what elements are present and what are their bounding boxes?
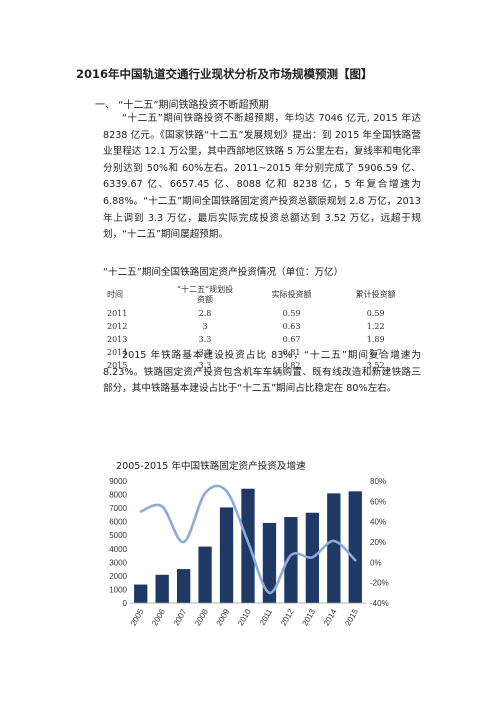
investment-bar bbox=[198, 546, 212, 603]
y-right-tick-label: 40% bbox=[370, 518, 386, 527]
table-title: “十二五”期间全国铁路固定资产投资情况（单位：万亿） bbox=[103, 267, 344, 278]
x-tick-label: 2014 bbox=[322, 607, 339, 627]
x-tick-label: 2011 bbox=[258, 607, 275, 627]
col-header-plan-text: “十二五”规划投资额 bbox=[176, 285, 234, 304]
investment-bar bbox=[284, 517, 298, 603]
investment-bar bbox=[241, 488, 255, 603]
y-right-tick-label: -40% bbox=[370, 599, 389, 608]
table-cell: 0.82 bbox=[282, 361, 301, 370]
y-left-tick-label: 8000 bbox=[109, 491, 127, 500]
table-cell: 0.81 bbox=[282, 348, 301, 357]
y-left-tick-label: 4000 bbox=[109, 545, 127, 554]
x-tick-label: 2007 bbox=[172, 607, 189, 627]
table-row: 2014 3.3 0.81 2.7 bbox=[103, 346, 418, 359]
paragraph-1: “十二五”期间铁路投资不断超预期，年均达 7046 亿元, 2015 年达 82… bbox=[103, 111, 421, 244]
x-tick-label: 2013 bbox=[300, 607, 317, 627]
table-header-row: 时间 “十二五”规划投资额 实际投资额 累计投资额 bbox=[103, 283, 418, 307]
paragraph-2: 2015 年铁路基本建设投资占比 83%，“十二五”期间复合增速为 8.23%。… bbox=[103, 348, 421, 398]
chart-title: 2005-2015 年中国铁路固定资产投资及增速 bbox=[116, 461, 306, 472]
table-row: 2012 3 0.63 1.22 bbox=[103, 320, 418, 333]
table-row: 2011 2.8 0.59 0.59 bbox=[103, 307, 418, 320]
table-cell: 2.7 bbox=[369, 348, 383, 357]
x-tick-label: 2012 bbox=[279, 607, 296, 627]
y-left-tick-label: 6000 bbox=[109, 518, 127, 527]
growth-rate-line bbox=[139, 484, 357, 595]
y-left-tick-label: 7000 bbox=[109, 504, 127, 513]
table-cell: 3 bbox=[202, 322, 208, 331]
y-right-tick-label: 60% bbox=[370, 497, 386, 506]
investment-table: 时间 “十二五”规划投资额 实际投资额 累计投资额 2011 2.8 0.59 0.5… bbox=[103, 283, 418, 372]
x-tick-label: 2005 bbox=[129, 607, 146, 627]
col-header-cumulative: 累计投资额 bbox=[355, 290, 396, 299]
investment-chart: 0 1000 2000 3000 4000 5000 6000 7000 8000 9000 -40… bbox=[109, 477, 389, 627]
col-header-actual: 实际投资额 bbox=[271, 290, 312, 299]
table-cell: 3.3 bbox=[198, 361, 212, 370]
table-row: 2015 3.3 0.82 3.52 bbox=[103, 359, 418, 372]
x-tick-label: 2006 bbox=[150, 607, 167, 627]
table-cell: 3.3 bbox=[198, 335, 212, 344]
y-left-tick-label: 1000 bbox=[109, 585, 127, 594]
investment-bar bbox=[134, 584, 148, 603]
investment-bar bbox=[327, 493, 341, 603]
table-cell: 0.59 bbox=[366, 309, 385, 318]
table-cell: 1.89 bbox=[366, 335, 385, 344]
y-right-tick-label: 20% bbox=[370, 538, 386, 547]
table-cell: 0.59 bbox=[282, 309, 301, 318]
table-row: 2013 3.3 0.67 1.89 bbox=[103, 333, 418, 346]
y-left-tick-label: 5000 bbox=[109, 531, 127, 540]
y-left-tick-label: 2000 bbox=[109, 572, 127, 581]
y-right-tick-label: -20% bbox=[370, 579, 389, 588]
investment-bar bbox=[262, 522, 277, 603]
table-cell: 0.67 bbox=[282, 335, 301, 344]
y-right-tick-label: 80% bbox=[370, 477, 386, 486]
y-left-tick-label: 0 bbox=[123, 599, 128, 608]
investment-bar bbox=[348, 491, 362, 603]
table-cell: 2012 bbox=[107, 322, 128, 331]
y-right-tick-label: 0% bbox=[370, 558, 382, 567]
x-tick-label: 2009 bbox=[215, 607, 232, 627]
section-heading: 一、 “十二五”期间铁路投资不断超预期 bbox=[95, 100, 269, 111]
table-cell: 3.52 bbox=[366, 361, 385, 370]
investment-bar bbox=[219, 507, 234, 603]
paragraph-2-text: 2015 年铁路基本建设投资占比 83%，“十二五”期间复合增速为 8.23%。… bbox=[103, 350, 421, 395]
table-cell: 2014 bbox=[107, 348, 128, 357]
table-cell: 2011 bbox=[107, 309, 128, 318]
table-cell: 0.63 bbox=[282, 322, 301, 331]
investment-bar bbox=[176, 569, 191, 603]
y-left-tick-label: 9000 bbox=[109, 477, 127, 486]
x-tick-label: 2010 bbox=[236, 607, 253, 627]
table-cell: 2015 bbox=[107, 361, 128, 370]
table-cell: 1.22 bbox=[366, 322, 385, 331]
table-cell: 2.8 bbox=[198, 309, 212, 318]
document-title: 2016年中国轨道交通行业现状分析及市场规模预测【图】 bbox=[76, 67, 373, 81]
col-header-year: 时间 bbox=[107, 290, 123, 299]
col-header-plan: “十二五”规划投资额 bbox=[160, 283, 249, 307]
x-tick-label: 2015 bbox=[343, 607, 360, 627]
y-left-tick-label: 3000 bbox=[109, 558, 127, 567]
investment-bar bbox=[155, 574, 169, 603]
table-cell: 3.3 bbox=[198, 348, 212, 357]
x-tick-label: 2008 bbox=[193, 607, 210, 627]
table-cell: 2013 bbox=[107, 335, 128, 344]
paragraph-1-text: “十二五”期间铁路投资不断超预期，年均达 7046 亿元, 2015 年达 82… bbox=[103, 113, 421, 241]
